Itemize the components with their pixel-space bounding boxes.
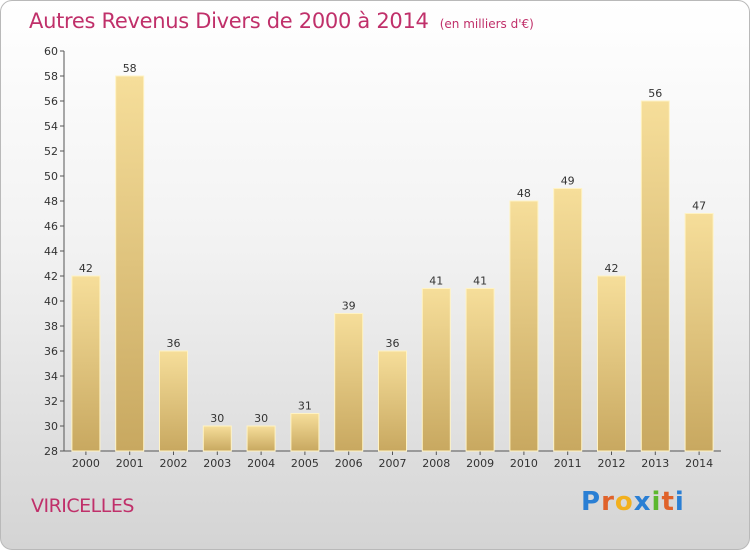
value-label-2007: 36 <box>386 337 400 350</box>
bar-2003 <box>202 425 232 452</box>
x-tick-label-2002: 2002 <box>160 457 188 470</box>
value-label-2001: 58 <box>123 62 137 75</box>
x-tick-label-2012: 2012 <box>598 457 626 470</box>
chart-title-block: Autres Revenus Divers de 2000 à 2014 (en… <box>29 9 534 33</box>
logo-letter: t <box>661 487 675 517</box>
bar-2009 <box>465 288 495 452</box>
logo-letter: i <box>651 487 662 517</box>
y-tick-label: 34 <box>44 370 58 383</box>
x-tick-label-2010: 2010 <box>510 457 538 470</box>
y-tick-label: 60 <box>44 45 58 58</box>
y-tick-label: 54 <box>44 120 58 133</box>
y-tick-label: 50 <box>44 170 58 183</box>
x-tick-label-2007: 2007 <box>379 457 407 470</box>
bar-2005 <box>290 413 320 452</box>
value-label-2000: 42 <box>79 262 93 275</box>
x-tick-label-2005: 2005 <box>291 457 319 470</box>
bar-2000 <box>71 275 101 452</box>
bar-2006 <box>334 313 364 452</box>
y-tick-label: 40 <box>44 295 58 308</box>
bar-2014 <box>684 213 714 452</box>
logo-letter: r <box>601 487 615 517</box>
bar-2012 <box>597 275 626 452</box>
x-tick-label-2004: 2004 <box>247 457 275 470</box>
y-tick-label: 48 <box>44 195 58 208</box>
value-label-2014: 47 <box>692 200 706 213</box>
logo-letter: i <box>674 487 685 517</box>
bar-2001 <box>115 75 145 452</box>
bar-2004 <box>246 425 276 452</box>
x-tick-label-2000: 2000 <box>72 457 100 470</box>
proxiti-logo[interactable]: Proxiti <box>581 487 685 517</box>
x-tick-label-2011: 2011 <box>554 457 582 470</box>
value-label-2012: 42 <box>605 262 619 275</box>
value-label-2002: 36 <box>167 337 181 350</box>
value-label-2005: 31 <box>298 400 312 413</box>
x-tick-label-2003: 2003 <box>203 457 231 470</box>
bar-2013 <box>640 100 670 452</box>
logo-letter: x <box>633 487 652 517</box>
x-tick-label-2006: 2006 <box>335 457 363 470</box>
bar-2008 <box>421 288 451 452</box>
logo-letter: P <box>581 487 602 517</box>
y-tick-label: 32 <box>44 395 58 408</box>
town-name: VIRICELLES <box>31 495 134 517</box>
value-label-2010: 48 <box>517 187 531 200</box>
y-tick-label: 58 <box>44 70 58 83</box>
value-label-2013: 56 <box>648 87 662 100</box>
value-label-2008: 41 <box>429 275 443 288</box>
y-tick-label: 46 <box>44 220 58 233</box>
y-tick-label: 38 <box>44 320 58 333</box>
bar-2011 <box>553 188 583 452</box>
chart-bars <box>71 75 714 452</box>
x-tick-label-2009: 2009 <box>466 457 494 470</box>
x-tick-label-2014: 2014 <box>685 457 713 470</box>
value-label-2003: 30 <box>210 412 224 425</box>
value-label-2011: 49 <box>561 175 575 188</box>
y-tick-label: 36 <box>44 345 58 358</box>
y-tick-label: 42 <box>44 270 58 283</box>
y-tick-label: 44 <box>44 245 58 258</box>
value-label-2009: 41 <box>473 275 487 288</box>
bar-2010 <box>509 200 539 452</box>
chart-title: Autres Revenus Divers de 2000 à 2014 <box>29 9 429 33</box>
bar-2007 <box>378 350 407 452</box>
logo-letter: o <box>614 487 634 517</box>
value-label-2004: 30 <box>254 412 268 425</box>
chart-labels: 28 30 32 34 36 38 40 42 44 46 48 50 52 54 56 58 60 42 2000… <box>44 45 713 470</box>
x-tick-label-2013: 2013 <box>641 457 669 470</box>
x-tick-label-2001: 2001 <box>116 457 144 470</box>
y-tick-label: 28 <box>44 445 58 458</box>
y-tick-label: 56 <box>44 95 58 108</box>
y-tick-label: 52 <box>44 145 58 158</box>
value-label-2006: 39 <box>342 300 356 313</box>
chart-unit: (en milliers d'€) <box>439 17 534 31</box>
y-tick-label: 30 <box>44 420 58 433</box>
bar-2002 <box>159 350 188 452</box>
x-tick-label-2008: 2008 <box>422 457 450 470</box>
